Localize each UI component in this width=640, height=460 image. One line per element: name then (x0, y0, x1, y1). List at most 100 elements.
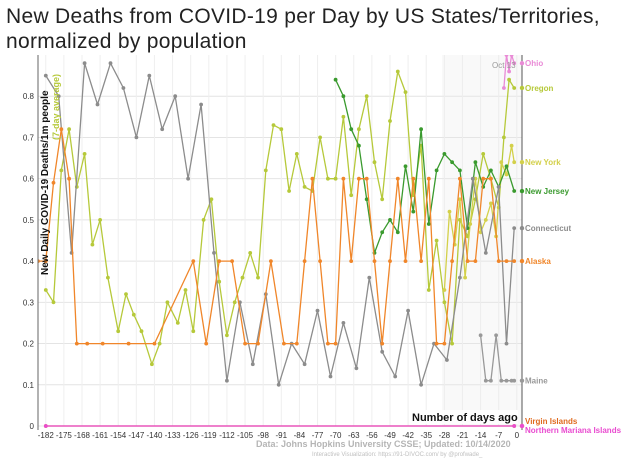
data-point-oregon (90, 242, 95, 247)
data-point-oregon (201, 218, 206, 222)
data-point-maine (509, 378, 514, 383)
data-point-oregon (357, 127, 361, 132)
x-tick-label: -28 (439, 431, 451, 440)
data-point-oregon (333, 176, 338, 181)
data-point-alaska (395, 176, 400, 181)
end-marker-connecticut (519, 225, 525, 231)
data-point-alaska (126, 341, 131, 346)
data-point-connecticut (470, 176, 475, 181)
data-point-new-york (509, 143, 514, 148)
data-point-alaska (310, 176, 315, 181)
end-label-ohio: Ohio (525, 59, 543, 68)
data-point-oregon (131, 312, 136, 317)
data-point-new-york (463, 275, 467, 280)
end-label-northern-mariana-islands: Northern Mariana Islands (525, 426, 622, 435)
data-point-new-jersey (380, 230, 385, 235)
data-point-new-jersey (450, 160, 454, 165)
data-point-oregon (349, 193, 354, 198)
data-point-connecticut (406, 308, 410, 313)
data-point-oregon (165, 300, 170, 305)
data-point-connecticut (95, 102, 100, 107)
data-point-oregon (481, 152, 486, 156)
data-point-oregon (287, 189, 291, 193)
data-point-oregon (364, 94, 369, 99)
end-label-maine: Maine (525, 377, 548, 386)
x-tick-label: -168 (74, 431, 91, 440)
data-point-northern-mariana-islands (43, 424, 48, 428)
data-point-new-york (483, 218, 488, 222)
data-point-new-jersey (388, 218, 392, 222)
data-point-oregon (67, 127, 71, 132)
data-point-connecticut (173, 94, 178, 99)
data-point-alaska (465, 259, 470, 263)
data-point-alaska (256, 341, 260, 346)
data-point-oregon (232, 300, 237, 305)
x-tick-label: -119 (201, 431, 217, 440)
data-point-connecticut (367, 275, 372, 280)
data-point-connecticut (56, 94, 61, 99)
y-tick-label: 0.5 (23, 216, 35, 225)
data-point-alaska (230, 259, 235, 263)
data-point-oregon (98, 218, 102, 222)
data-point-oregon (426, 288, 431, 292)
data-point-new-jersey (333, 77, 338, 82)
data-point-oregon (403, 90, 408, 94)
data-point-oregon (279, 127, 284, 132)
data-point-oregon (175, 321, 180, 325)
data-point-alaska (489, 176, 493, 181)
data-point-alaska (403, 259, 408, 263)
data-point-connecticut (121, 86, 126, 90)
y-tick-label: 0.4 (23, 257, 35, 266)
data-point-oregon (59, 168, 64, 173)
data-point-new-jersey (512, 189, 517, 193)
data-point-connecticut (328, 374, 333, 379)
end-label-new-jersey: New Jersey (525, 187, 570, 196)
x-tick-label: -14 (475, 431, 487, 440)
data-point-new-york (458, 197, 462, 202)
x-tick-label: -7 (495, 431, 503, 440)
y-tick-label: 0.7 (23, 133, 35, 142)
y-axis-ticks: 0 0.1 0.2 0.3 0.4 0.5 0.6 0.7 0.8 (23, 92, 35, 431)
data-point-oregon (51, 300, 56, 305)
x-tick-label: -182 (38, 431, 55, 440)
y-axis-label: New Daily COVID-19 Deaths/1m people (40, 90, 51, 275)
y-axis-sublabel: (7-day average) (51, 74, 61, 140)
data-point-connecticut (380, 349, 385, 354)
data-point-alaska (496, 259, 501, 263)
data-point-maine (504, 378, 509, 383)
data-point-oregon (294, 152, 299, 156)
end-marker-oregon (519, 85, 525, 91)
data-point-alaska (388, 259, 392, 263)
series-end-labels: Ohio Oregon New York New Jersey Connecticut A… (519, 59, 622, 435)
data-point-oregon (116, 329, 121, 334)
data-point-alaska (326, 341, 330, 346)
data-point-alaska (43, 259, 48, 263)
data-point-oregon (434, 238, 439, 243)
end-marker-ohio (519, 61, 525, 66)
data-point-connecticut (43, 73, 48, 78)
data-point-connecticut (250, 362, 255, 367)
end-marker-alaska (519, 258, 525, 264)
data-point-new-jersey (434, 168, 439, 173)
data-point-alaska (217, 259, 222, 263)
data-point-oregon (209, 197, 214, 202)
data-point-alaska (51, 180, 56, 185)
data-point-new-york (504, 172, 509, 177)
data-point-alaska (458, 176, 462, 181)
data-point-oregon (157, 341, 162, 346)
data-point-connecticut (134, 135, 139, 140)
data-point-oregon (82, 152, 87, 156)
data-point-alaska (243, 341, 248, 346)
data-point-oregon (502, 135, 506, 140)
data-point-ohio (512, 61, 517, 66)
data-point-new-york (473, 176, 478, 181)
data-point-oregon (341, 114, 346, 119)
data-point-alaska (333, 341, 338, 346)
data-point-new-jersey (341, 94, 346, 99)
data-point-alaska (419, 259, 423, 263)
data-point-oregon (191, 329, 196, 334)
x-tick-label: -77 (312, 431, 324, 440)
data-point-alaska (426, 176, 431, 181)
data-point-oregon (302, 185, 307, 189)
data-point-oregon (225, 333, 229, 338)
